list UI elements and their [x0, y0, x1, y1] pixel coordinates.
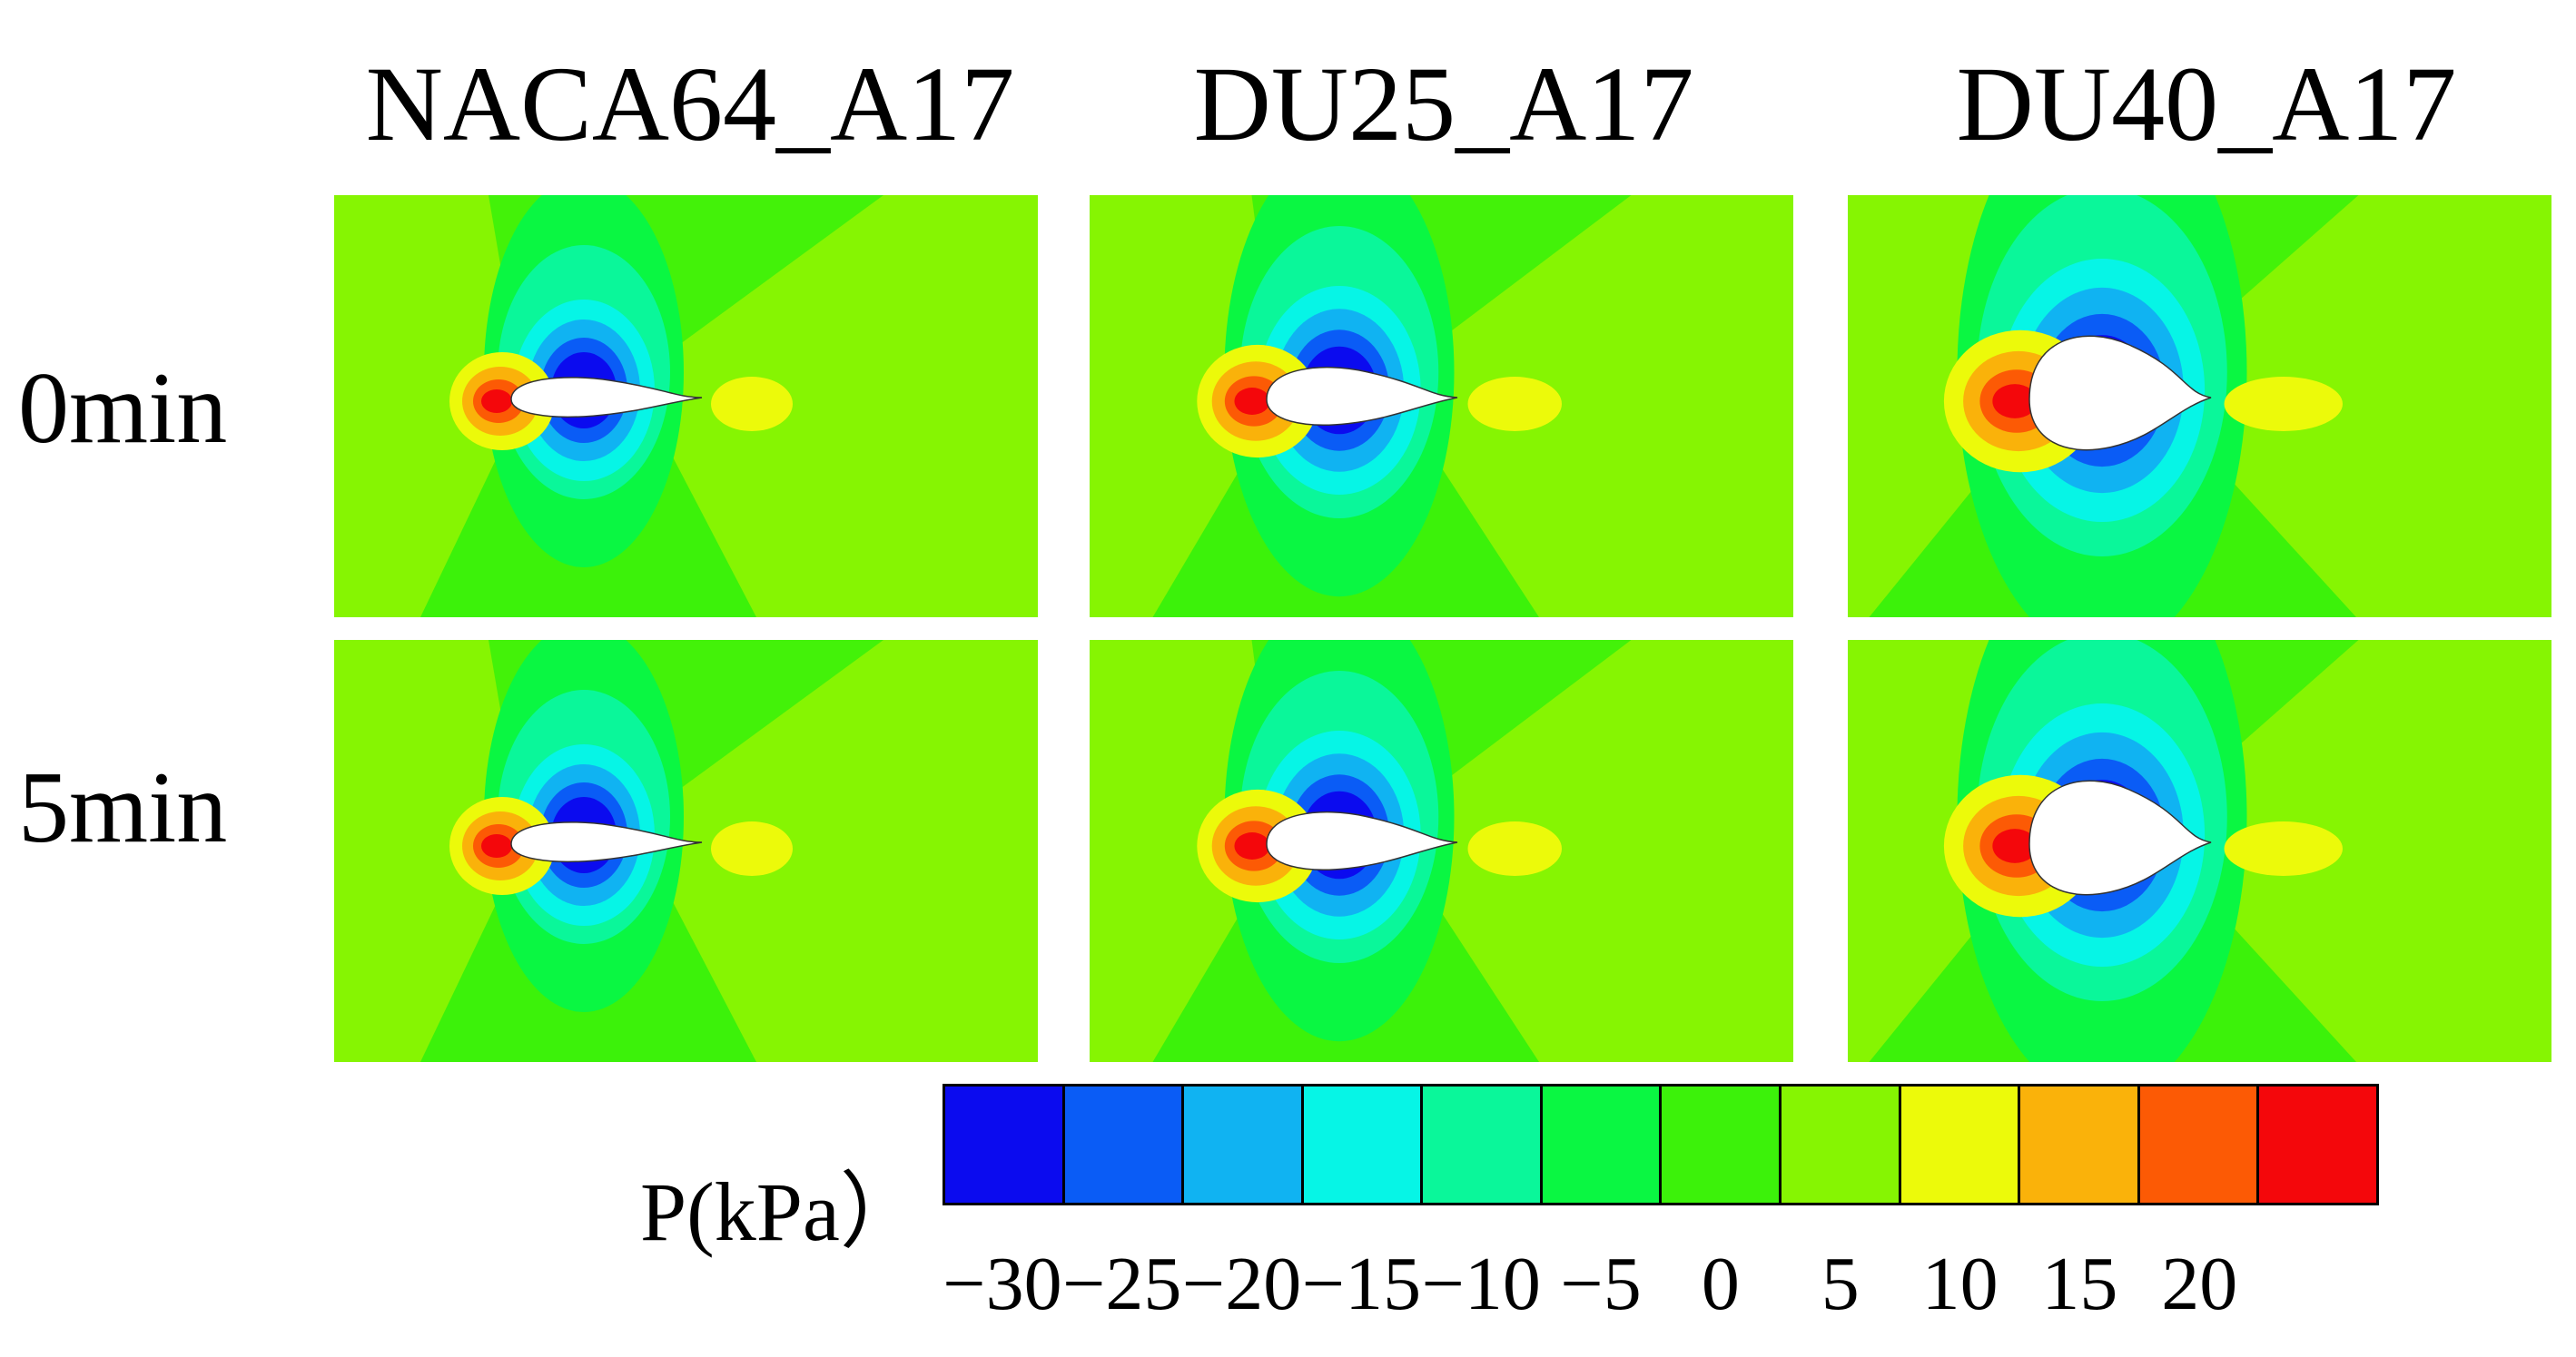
wake-contour — [1467, 821, 1562, 876]
colorbar-cell-10 — [2139, 1087, 2260, 1203]
colorbar-tick-label: −5 — [1560, 1242, 1642, 1326]
wake-contour — [2224, 821, 2343, 876]
colorbar-cell-7 — [1781, 1087, 1901, 1203]
colorbar-cell-3 — [1303, 1087, 1424, 1203]
colorbar-cell-8 — [1900, 1087, 2021, 1203]
stagnation-contour-3 — [1234, 388, 1270, 415]
colorbar-cell-2 — [1184, 1087, 1304, 1203]
pressure-contour-du40-0min — [1848, 195, 2551, 617]
colorbar-tick-label: 10 — [1921, 1242, 1999, 1326]
stagnation-contour-3 — [1234, 832, 1270, 860]
stagnation-contour-3 — [481, 834, 512, 858]
colorbar-tick-label: 15 — [2041, 1242, 2118, 1326]
colorbar-cell-5 — [1542, 1087, 1663, 1203]
contour-panel-naca64-0min — [334, 195, 1038, 617]
colorbar-tick-label: −20 — [1181, 1242, 1302, 1326]
stagnation-contour-3 — [1992, 384, 2038, 418]
airfoil-shape — [510, 821, 703, 863]
colorbar-tick-label: −10 — [1421, 1242, 1541, 1326]
pressure-contour-du25-5min — [1090, 640, 1793, 1062]
colorbar-cell-9 — [2020, 1087, 2140, 1203]
colorbar-tick-label: −25 — [1062, 1242, 1182, 1326]
stagnation-contour-3 — [1992, 829, 2038, 863]
pressure-contour-du40-5min — [1848, 640, 2551, 1062]
column-title-naca64: NACA64_A17 — [365, 44, 1015, 163]
column-title-du40: DU40_A17 — [1956, 44, 2457, 163]
airfoil-shape — [1266, 811, 1458, 870]
contour-panel-du40-5min — [1848, 640, 2551, 1062]
colorbar-tick-label: 5 — [1821, 1242, 1860, 1326]
colorbar-cell-4 — [1423, 1087, 1543, 1203]
colorbar-cell-6 — [1662, 1087, 1782, 1203]
contour-panel-du40-0min — [1848, 195, 2551, 617]
colorbar-tick-label: 0 — [1701, 1242, 1740, 1326]
airfoil-shape — [2028, 335, 2212, 451]
row-label-0min: 0min — [18, 352, 228, 465]
wake-contour — [2224, 377, 2343, 431]
row-label-5min: 5min — [18, 752, 228, 864]
colorbar-cell-0 — [945, 1087, 1065, 1203]
airfoil-shape — [2028, 780, 2212, 896]
pressure-contour-naca64-0min — [334, 195, 1038, 617]
pressure-contour-naca64-5min — [334, 640, 1038, 1062]
wake-contour — [711, 821, 793, 876]
colorbar-cell-1 — [1064, 1087, 1185, 1203]
colorbar-tick-label: 20 — [2161, 1242, 2238, 1326]
airfoil-shape — [1266, 366, 1458, 426]
stagnation-contour-3 — [481, 389, 512, 413]
column-title-du25: DU25_A17 — [1193, 44, 1694, 163]
contour-panel-du25-5min — [1090, 640, 1793, 1062]
wake-contour — [711, 377, 793, 431]
colorbar-cell-11 — [2259, 1087, 2376, 1203]
airfoil-shape — [510, 377, 703, 418]
wake-contour — [1467, 377, 1562, 431]
pressure-contour-du25-0min — [1090, 195, 1793, 617]
colorbar — [943, 1084, 2379, 1205]
legend-title: P(kPa） — [640, 1165, 923, 1258]
contour-panel-naca64-5min — [334, 640, 1038, 1062]
colorbar-tick-label: −15 — [1301, 1242, 1422, 1326]
contour-panel-du25-0min — [1090, 195, 1793, 617]
colorbar-tick-label: −30 — [943, 1242, 1062, 1326]
